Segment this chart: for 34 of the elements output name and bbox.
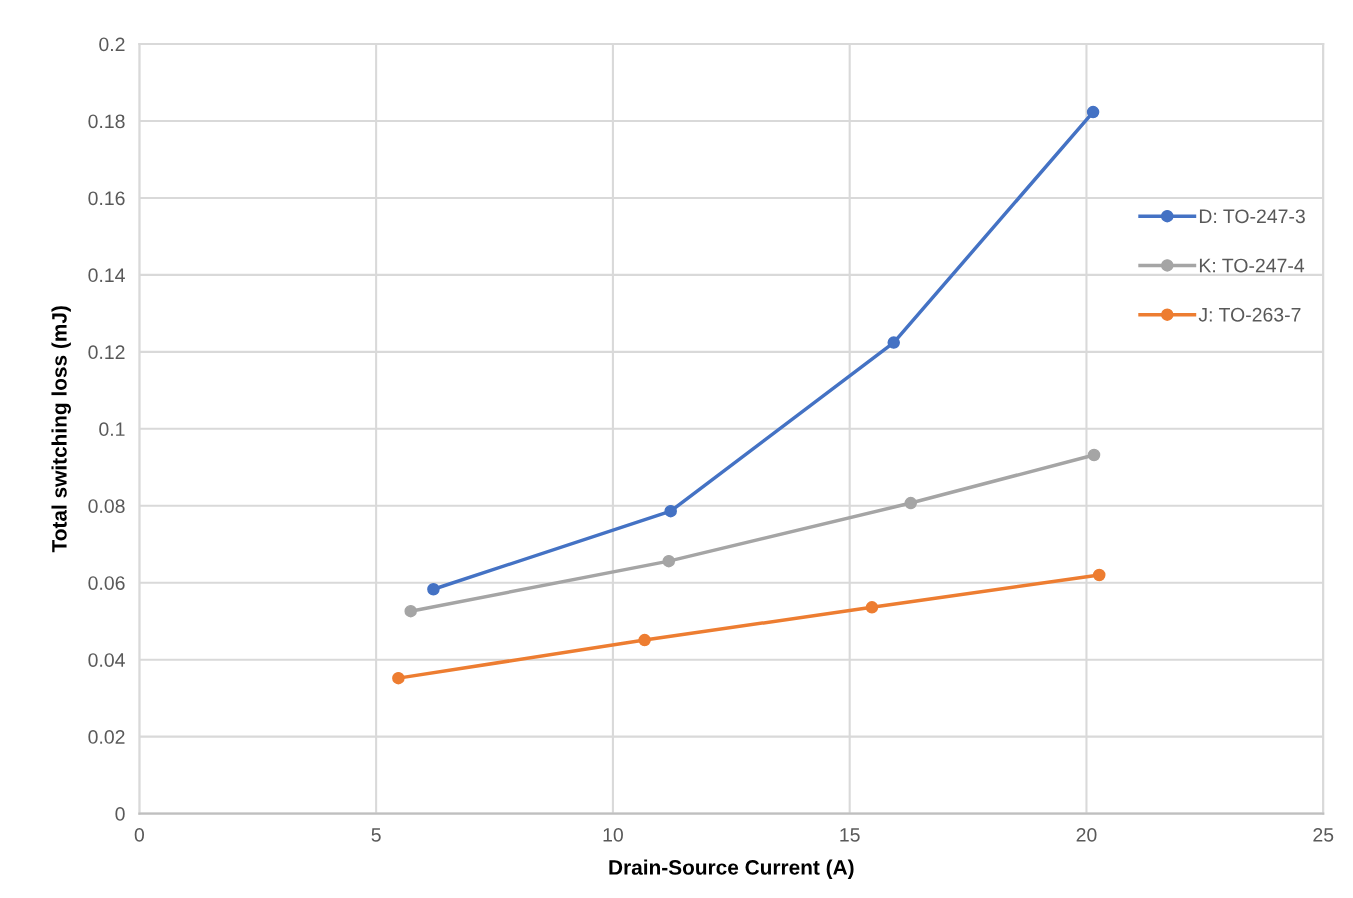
y-tick-label: 0.06	[88, 576, 125, 590]
point	[1087, 448, 1101, 462]
y-tick-label: 0.16	[88, 191, 125, 206]
point	[887, 336, 900, 349]
y-tick-label: 0.18	[88, 114, 125, 129]
point	[1086, 105, 1100, 119]
x-tick-label: 5	[371, 828, 381, 842]
x-axis-title: Drain-Source Current (A)	[609, 859, 854, 879]
point	[662, 554, 676, 568]
y-tick-label: 0.12	[88, 345, 125, 360]
point	[638, 633, 651, 647]
y-tick-label: 0.1	[99, 422, 125, 437]
point	[904, 496, 918, 510]
point	[404, 604, 417, 618]
legend-label: K: TO-247-4	[1199, 258, 1305, 273]
y-tick-label: 0.08	[88, 499, 125, 513]
point	[1092, 568, 1106, 582]
point	[392, 671, 405, 685]
y-tick-label: 0.04	[88, 653, 125, 667]
x-tick-label: 15	[840, 828, 860, 842]
y-tick-label: 0.2	[99, 37, 125, 52]
y-tick-label: 0.14	[88, 268, 125, 283]
legend-label: D: TO-247-3	[1199, 209, 1305, 224]
y-axis-title: Total switching loss (mJ)	[51, 306, 71, 553]
point	[664, 504, 677, 518]
x-tick-label: 0	[134, 827, 145, 842]
y-tick-label: 0	[115, 807, 125, 821]
x-tick-label: 25	[1313, 827, 1334, 842]
y-tick-label: 0.02	[88, 730, 125, 744]
x-tick-label: 10	[603, 827, 623, 842]
x-tick-label: 20	[1076, 827, 1097, 842]
legend-label: J: TO-263-7	[1198, 307, 1301, 322]
point	[427, 583, 440, 596]
point	[865, 601, 879, 614]
